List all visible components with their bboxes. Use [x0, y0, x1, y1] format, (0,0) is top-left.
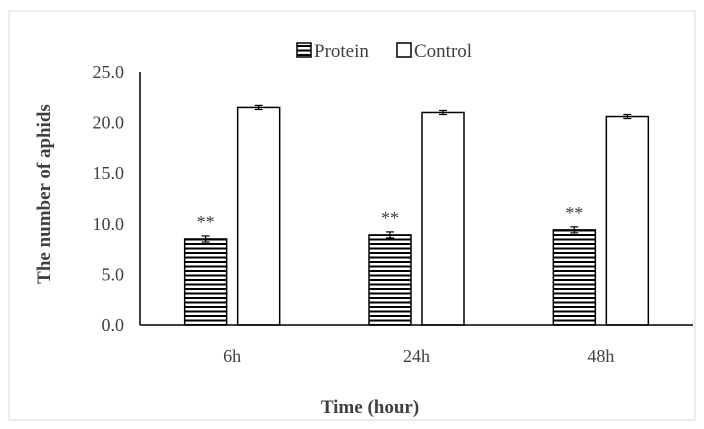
y-tick-label: 10.0 — [93, 214, 125, 234]
y-tick-label: 20.0 — [93, 113, 125, 133]
legend-swatch-protein — [296, 42, 312, 58]
significance-marker: ** — [381, 208, 399, 228]
bar-protein-24h — [368, 234, 412, 326]
legend-label-control: Control — [414, 41, 472, 62]
y-tick-label: 0.0 — [102, 315, 125, 335]
legend-swatch-control — [396, 42, 412, 58]
chart-frame — [8, 10, 696, 421]
y-tick-label: 15.0 — [93, 163, 125, 183]
bar-protein-6h — [183, 238, 228, 326]
bar-control-48h — [605, 115, 650, 326]
x-axis-title: Time (hour) — [321, 397, 419, 418]
bar-protein-48h — [552, 229, 597, 326]
bar-control-24h — [421, 111, 465, 326]
legend-label-protein: Protein — [314, 41, 369, 62]
y-tick-label: 25.0 — [93, 62, 125, 82]
x-tick-label: 6h — [223, 346, 241, 366]
significance-marker: ** — [565, 203, 583, 223]
significance-marker: ** — [197, 212, 215, 232]
x-tick-label: 24h — [403, 346, 430, 366]
bar-control-6h — [236, 106, 281, 326]
y-tick-label: 5.0 — [102, 264, 125, 284]
legend: Protein Control — [296, 41, 472, 62]
x-tick-label: 48h — [587, 346, 614, 366]
y-axis-title: The number of aphids — [34, 104, 55, 284]
